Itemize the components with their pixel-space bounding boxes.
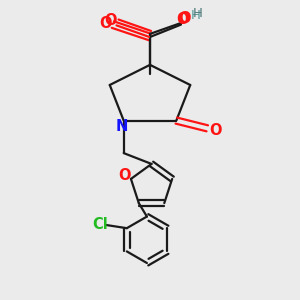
Text: O: O — [209, 123, 221, 138]
Text: N: N — [116, 119, 128, 134]
Text: O: O — [178, 11, 190, 26]
Text: H: H — [190, 9, 200, 22]
Text: H: H — [192, 7, 202, 20]
Text: Cl: Cl — [92, 217, 108, 232]
Text: O: O — [99, 16, 111, 31]
Text: O: O — [104, 14, 117, 28]
Text: O: O — [118, 168, 130, 183]
Text: O: O — [176, 12, 189, 27]
